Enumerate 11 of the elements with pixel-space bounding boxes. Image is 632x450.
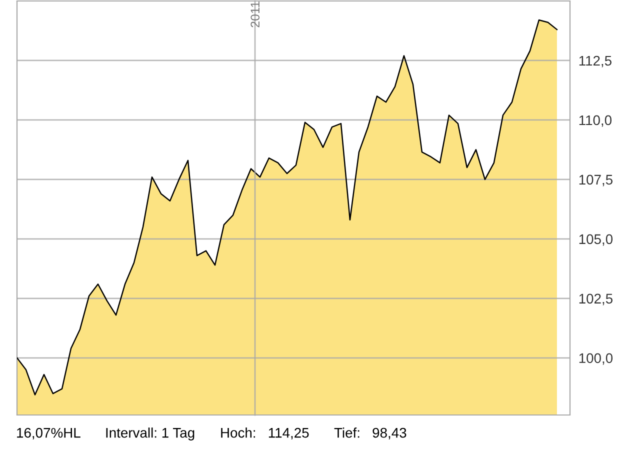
y-tick-label: 112,5	[579, 56, 612, 68]
text: Tief: 98,43	[334, 428, 406, 440]
y-tick-label: 100,0	[579, 353, 613, 365]
y-tick-label: 107,5	[579, 174, 613, 186]
y-tick-label: 105,0	[579, 234, 613, 246]
annotation: 2011	[250, 2, 260, 28]
text: Hoch: 114,25	[221, 428, 309, 440]
y-tick-label: 102,5	[579, 294, 613, 306]
text: 16,07%HL	[17, 428, 80, 440]
text: Intervall: 1 Tag	[106, 428, 194, 440]
y-tick-label: 110,0	[579, 115, 612, 127]
